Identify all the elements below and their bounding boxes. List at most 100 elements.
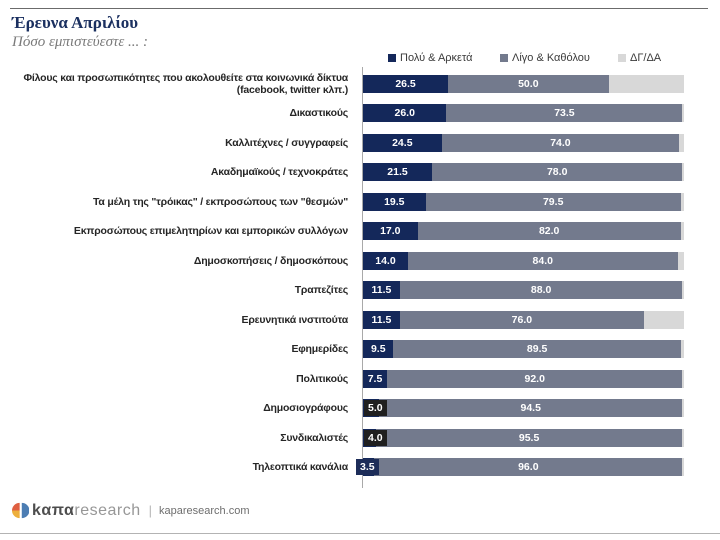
value-label: 14.0 — [375, 254, 396, 267]
category-label: Τραπεζίτες — [294, 284, 348, 297]
bar-segment-dk-na — [679, 133, 684, 152]
bar-segment-dk-na — [682, 369, 684, 388]
bar: 95.5 4.0 — [363, 428, 684, 447]
chart-row: Ακαδημαϊκούς / τεχνοκράτες 21.5 78.0 — [0, 158, 684, 188]
value-label: 19.5 — [384, 195, 405, 208]
value-label: 78.0 — [546, 166, 568, 179]
category-label: Εφημερίδες — [291, 343, 348, 356]
bar: 94.5 5.0 — [363, 399, 684, 418]
bar-segment-little-none: 50.0 — [448, 74, 609, 93]
bar-segment-little-none: 84.0 — [407, 251, 678, 270]
bar-segment-little-none: 78.0 — [432, 163, 683, 182]
bar-segment-very-much: 21.5 — [363, 163, 432, 182]
bar-segment-little-none: 96.0 — [374, 458, 683, 477]
bar-segment-dk-na — [682, 281, 684, 300]
category-label: Ακαδημαϊκούς / τεχνοκράτες — [210, 166, 348, 179]
value-label: 7.5 — [367, 372, 383, 385]
bar: 96.0 3.5 — [356, 458, 684, 477]
category-label: Εκπροσώπους επιμελητηρίων και εμπορικών … — [73, 225, 348, 238]
chart-row: Δημοσκοπήσεις / δημοσκόπους 14.0 84.0 — [0, 246, 684, 276]
chart-row: Δικαστικούς 26.0 73.5 — [0, 99, 684, 129]
chart-row: Εφημερίδες 9.5 89.5 — [0, 335, 684, 365]
bar-segment-very-much: 11.5 — [363, 310, 400, 329]
chart-row: Εκπροσώπους επιμελητηρίων και εμπορικών … — [0, 217, 684, 247]
bar-segment-very-much: 24.5 — [363, 133, 442, 152]
category-label: Ερευνητικά ινστιτούτα — [241, 313, 349, 326]
bar-segment-dk-na — [680, 222, 684, 241]
bar: 26.5 50.0 — [363, 74, 684, 93]
bar-segment-very-much: 7.5 — [363, 369, 388, 388]
kapa-research-logo-icon — [12, 502, 29, 519]
brand-name-light: research — [74, 501, 141, 519]
value-label: 24.5 — [392, 136, 413, 149]
legend-swatch-icon — [388, 54, 396, 62]
category-label: Τηλεοπτικά κανάλια — [252, 461, 349, 474]
bar-segment-little-none: 73.5 — [446, 104, 683, 123]
chart-row: Τα μέλη της "τρόικας" / εκπροσώπους των … — [0, 187, 684, 217]
brand-website: kaparesearch.com — [159, 504, 250, 517]
bar: 9.5 89.5 — [363, 340, 684, 359]
value-label: 50.0 — [518, 77, 539, 90]
chart-row: Ερευνητικά ινστιτούτα 11.5 76.0 — [0, 305, 684, 335]
bar-segment-very-much: 26.5 — [363, 74, 449, 93]
top-divider — [10, 8, 708, 9]
chart-axis-line — [362, 67, 363, 488]
value-label: 94.5 — [520, 402, 541, 415]
category-label: Φίλους και προσωπικότητες που ακολουθείτ… — [23, 71, 349, 96]
value-label: 74.0 — [550, 136, 571, 149]
chart-row: Πολιτικούς 7.5 92.0 — [0, 364, 684, 394]
bar-segment-dk-na — [608, 74, 684, 93]
bar-segment-little-none: 95.5 — [375, 428, 683, 447]
brand-name-bold: kαπα — [32, 501, 75, 519]
bar-segment-little-none: 88.0 — [399, 281, 683, 300]
category-label: Δημοσιογράφους — [263, 402, 348, 415]
value-label-chip: 5.0 — [364, 400, 387, 417]
bar-segment-dk-na — [682, 458, 684, 477]
category-label: Δικαστικούς — [289, 107, 348, 120]
stacked-bar-chart: Φίλους και προσωπικότητες που ακολουθείτ… — [0, 69, 684, 482]
bar: 7.5 92.0 — [363, 369, 684, 388]
value-label: 95.5 — [518, 431, 540, 444]
bar: 19.5 79.5 — [363, 192, 684, 211]
bar-segment-very-much: 14.0 — [363, 251, 408, 270]
chart-row: Συνδικαλιστές 95.5 4.0 — [0, 423, 684, 453]
bar: 26.0 73.5 — [363, 104, 684, 123]
legend-item: Πολύ & Αρκετά — [388, 52, 473, 64]
bar-segment-dk-na — [643, 310, 684, 329]
value-label: 96.0 — [518, 461, 539, 474]
bar-segment-dk-na — [677, 251, 684, 270]
chart-legend: Πολύ & Αρκετά Λίγο & Καθόλου ΔΓ/ΔΑ — [0, 52, 720, 66]
value-label: 76.0 — [511, 313, 533, 326]
legend-label: Λίγο & Καθόλου — [512, 52, 590, 64]
chart-row: Τηλεοπτικά κανάλια 96.0 3.5 — [0, 453, 684, 483]
category-label: Πολιτικούς — [296, 372, 348, 385]
value-label: 17.0 — [380, 225, 401, 238]
bar-segment-very-much: 17.0 — [363, 222, 418, 241]
value-label: 73.5 — [554, 107, 575, 120]
chart-row: Δημοσιογράφους 94.5 5.0 — [0, 394, 684, 424]
legend-swatch-icon — [618, 54, 626, 62]
page-title: Έρευνα Απριλίου — [12, 13, 139, 32]
value-label: 89.5 — [526, 343, 548, 356]
bar-segment-little-none: 89.5 — [393, 340, 681, 359]
value-label: 11.5 — [371, 284, 392, 297]
bar-segment-very-much: 19.5 — [363, 192, 426, 211]
category-label: Δημοσκοπήσεις / δημοσκόπους — [193, 254, 348, 267]
bar: 11.5 88.0 — [363, 281, 684, 300]
chart-row: Φίλους και προσωπικότητες που ακολουθείτ… — [0, 69, 684, 99]
bar-segment-very-much: 11.5 — [363, 281, 400, 300]
bar-segment-dk-na — [682, 428, 684, 447]
chart-row: Καλλιτέχνες / συγγραφείς 24.5 74.0 — [0, 128, 684, 158]
legend-label: Πολύ & Αρκετά — [400, 52, 473, 64]
category-label: Τα μέλη της "τρόικας" / εκπροσώπους των … — [92, 195, 348, 208]
value-label: 26.5 — [395, 77, 416, 90]
bar-segment-little-none: 76.0 — [399, 310, 644, 329]
bottom-divider — [0, 533, 720, 534]
bar-segment-very-much: 26.0 — [363, 104, 447, 123]
bar: 21.5 78.0 — [363, 163, 684, 182]
bar-segment-little-none: 94.5 — [379, 399, 683, 418]
bar-segment-little-none: 92.0 — [387, 369, 683, 388]
bar: 11.5 76.0 — [363, 310, 684, 329]
bar-segment-very-much: 9.5 — [363, 340, 394, 359]
legend-swatch-icon — [500, 54, 508, 62]
